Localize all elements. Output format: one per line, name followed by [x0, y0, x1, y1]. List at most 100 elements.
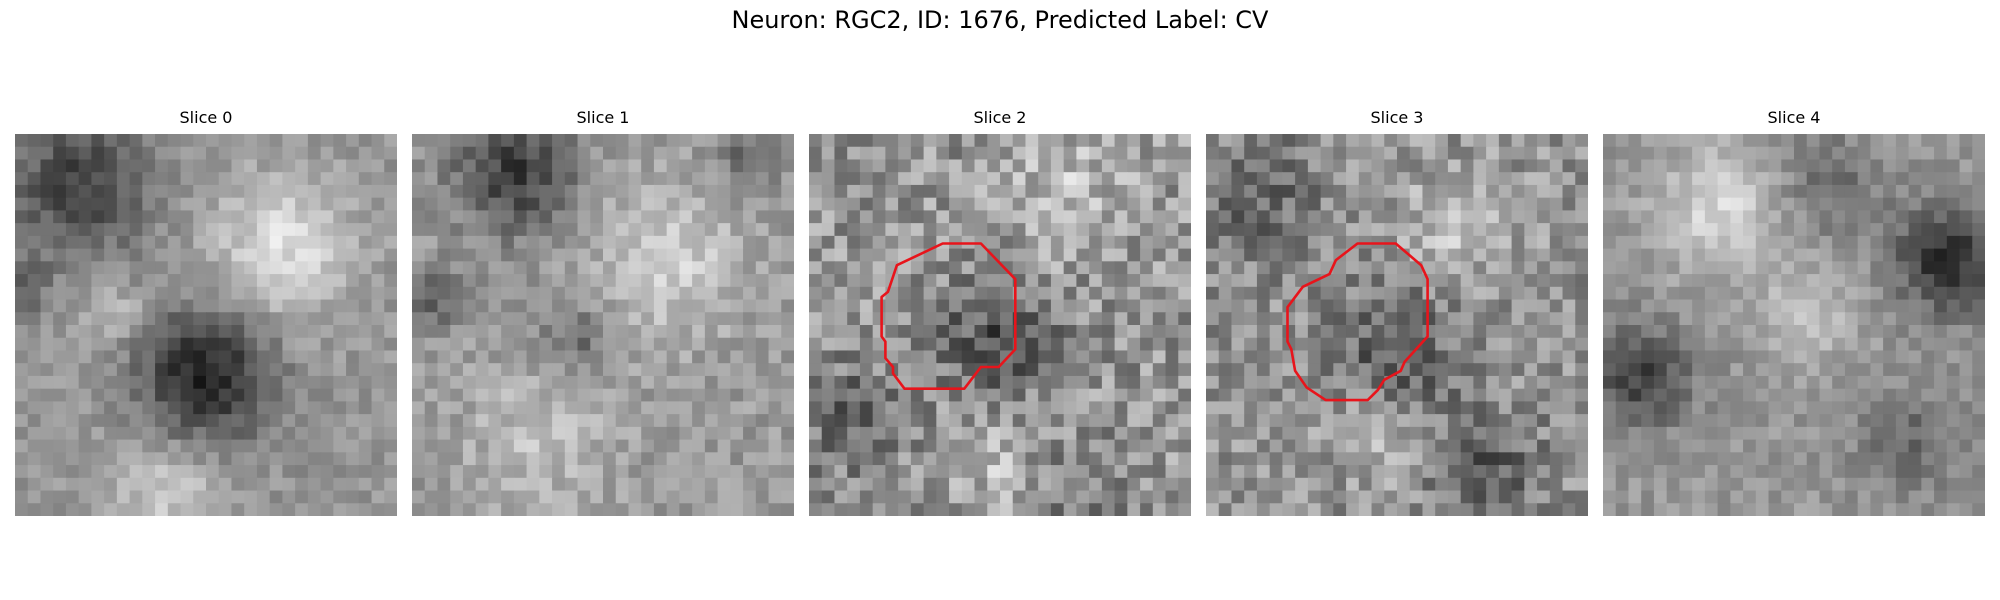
- pixel: [1511, 490, 1525, 504]
- pixel: [1140, 375, 1154, 390]
- pixel: [910, 159, 925, 173]
- pixel: [1307, 452, 1322, 466]
- pixel: [346, 401, 360, 415]
- pixel: [704, 248, 719, 262]
- pixel: [1152, 134, 1167, 148]
- pixel: [1794, 159, 1808, 173]
- pixel: [1511, 439, 1525, 453]
- pixel: [679, 261, 693, 275]
- pixel: [1460, 363, 1474, 377]
- pixel: [424, 388, 439, 402]
- pixel: [371, 248, 385, 262]
- pixel: [755, 401, 770, 415]
- pixel: [1730, 375, 1744, 390]
- pixel: [180, 134, 194, 148]
- pixel: [104, 426, 118, 441]
- pixel: [1140, 274, 1154, 288]
- pixel: [615, 146, 630, 161]
- pixel: [1127, 426, 1141, 441]
- pixel: [1692, 350, 1706, 364]
- pixel: [1934, 439, 1948, 453]
- pixel: [206, 299, 220, 313]
- pixel: [692, 197, 706, 211]
- pixel: [129, 490, 143, 504]
- pixel: [488, 248, 502, 262]
- pixel: [1781, 363, 1795, 377]
- pixel: [1269, 312, 1283, 326]
- pixel: [1946, 235, 1961, 250]
- pixel: [1114, 452, 1128, 466]
- pixel: [346, 477, 360, 492]
- pixel: [1218, 363, 1233, 377]
- pixel: [1269, 325, 1283, 339]
- pixel: [768, 388, 782, 402]
- pixel: [1140, 210, 1154, 224]
- pixel: [231, 452, 245, 466]
- pixel: [1435, 388, 1449, 402]
- pixel: [1819, 197, 1833, 211]
- pixel: [412, 261, 426, 275]
- pixel: [1603, 184, 1617, 199]
- pixel: [552, 325, 566, 339]
- pixel: [1447, 235, 1462, 250]
- pixel: [704, 426, 719, 441]
- pixel: [206, 286, 220, 301]
- pixel: [1794, 146, 1808, 161]
- pixel: [641, 172, 655, 186]
- pixel: [1000, 388, 1014, 402]
- pixel: [615, 477, 630, 492]
- pixel: [526, 465, 540, 479]
- pixel: [564, 375, 579, 390]
- pixel: [1165, 388, 1179, 402]
- pixel: [91, 172, 105, 186]
- pixel: [1435, 325, 1449, 339]
- pixel: [1857, 299, 1871, 313]
- pixel: [653, 503, 668, 516]
- pixel: [1460, 439, 1474, 453]
- pixel: [295, 477, 309, 492]
- pixel: [834, 172, 848, 186]
- pixel: [641, 248, 655, 262]
- pixel: [1511, 426, 1525, 441]
- pixel: [53, 388, 67, 402]
- pixel: [244, 286, 258, 301]
- pixel: [1101, 261, 1116, 275]
- pixel: [282, 426, 296, 441]
- pixel: [40, 414, 54, 428]
- pixel: [1934, 197, 1948, 211]
- pixel: [577, 223, 591, 237]
- pixel: [358, 248, 373, 262]
- pixel: [1269, 426, 1283, 441]
- pixel: [653, 312, 668, 326]
- pixel: [1486, 299, 1500, 313]
- pixel: [320, 184, 334, 199]
- pixel: [1206, 312, 1220, 326]
- pixel: [1460, 350, 1474, 364]
- pixel: [1384, 223, 1398, 237]
- pixel: [65, 159, 80, 173]
- pixel: [1282, 490, 1296, 504]
- pixel: [1244, 223, 1258, 237]
- pixel: [1320, 414, 1334, 428]
- pixel: [1333, 452, 1347, 466]
- pixel: [206, 452, 220, 466]
- pixel: [1755, 439, 1770, 453]
- pixel: [987, 439, 1001, 453]
- pixel: [475, 490, 489, 504]
- pixel: [526, 261, 540, 275]
- pixel: [1025, 286, 1039, 301]
- pixel: [961, 363, 976, 377]
- pixel: [282, 146, 296, 161]
- pixel: [53, 172, 67, 186]
- pixel: [1717, 375, 1731, 390]
- pixel: [1358, 401, 1373, 415]
- pixel: [1422, 274, 1436, 288]
- pixel: [1832, 312, 1846, 326]
- pixel: [1666, 465, 1680, 479]
- pixel: [116, 235, 131, 250]
- pixel: [78, 375, 92, 390]
- pixel: [1666, 159, 1680, 173]
- pixel: [1409, 274, 1424, 288]
- pixel: [1575, 312, 1588, 326]
- pixel: [1152, 184, 1167, 199]
